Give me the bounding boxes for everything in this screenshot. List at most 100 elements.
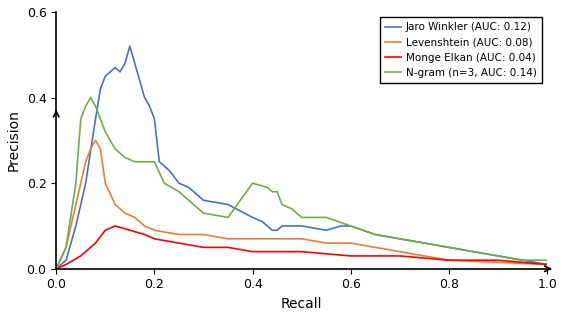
Levenshtein (AUC: 0.08): (0.07, 0.28): 0.08): (0.07, 0.28) bbox=[87, 147, 94, 151]
Levenshtein (AUC: 0.08): (0.18, 0.1): 0.08): (0.18, 0.1) bbox=[141, 224, 148, 228]
N-gram (n=3, AUC: 0.14): (0.46, 0.15): 0.14): (0.46, 0.15) bbox=[279, 203, 285, 206]
Jaro Winkler (AUC: 0.12): (0.06, 0.2): 0.12): (0.06, 0.2) bbox=[82, 181, 89, 185]
Monge Elkan (AUC: 0.04): (0.9, 0.02): 0.04): (0.9, 0.02) bbox=[495, 258, 501, 262]
Levenshtein (AUC: 0.08): (0.08, 0.3): 0.08): (0.08, 0.3) bbox=[92, 138, 99, 142]
N-gram (n=3, AUC: 0.14): (0.04, 0.2): 0.14): (0.04, 0.2) bbox=[73, 181, 80, 185]
Jaro Winkler (AUC: 0.12): (0.85, 0.04): 0.12): (0.85, 0.04) bbox=[470, 250, 477, 253]
N-gram (n=3, AUC: 0.14): (0, 0): 0.14): (0, 0) bbox=[53, 267, 60, 271]
Monge Elkan (AUC: 0.04): (0.35, 0.05): 0.04): (0.35, 0.05) bbox=[224, 245, 231, 249]
Monge Elkan (AUC: 0.04): (0.15, 0.09): 0.04): (0.15, 0.09) bbox=[126, 228, 133, 232]
Monge Elkan (AUC: 0.04): (0, 0): 0.04): (0, 0) bbox=[53, 267, 60, 271]
N-gram (n=3, AUC: 0.14): (0.2, 0.25): 0.14): (0.2, 0.25) bbox=[151, 160, 158, 164]
Monge Elkan (AUC: 0.04): (0.6, 0.03): 0.04): (0.6, 0.03) bbox=[347, 254, 354, 258]
Jaro Winkler (AUC: 0.12): (0.6, 0.1): 0.12): (0.6, 0.1) bbox=[347, 224, 354, 228]
N-gram (n=3, AUC: 0.14): (0.43, 0.19): 0.14): (0.43, 0.19) bbox=[264, 185, 271, 189]
Jaro Winkler (AUC: 0.12): (1, 0.01): 0.12): (1, 0.01) bbox=[544, 263, 550, 266]
Jaro Winkler (AUC: 0.12): (0.3, 0.16): 0.12): (0.3, 0.16) bbox=[200, 198, 207, 202]
Monge Elkan (AUC: 0.04): (0.8, 0.02): 0.04): (0.8, 0.02) bbox=[446, 258, 452, 262]
Levenshtein (AUC: 0.08): (0.2, 0.09): 0.08): (0.2, 0.09) bbox=[151, 228, 158, 232]
Line: Levenshtein (AUC: 0.08): Levenshtein (AUC: 0.08) bbox=[56, 140, 547, 269]
N-gram (n=3, AUC: 0.14): (0.35, 0.12): 0.14): (0.35, 0.12) bbox=[224, 216, 231, 219]
Jaro Winkler (AUC: 0.12): (0.46, 0.1): 0.12): (0.46, 0.1) bbox=[279, 224, 285, 228]
Jaro Winkler (AUC: 0.12): (0.16, 0.48): 0.12): (0.16, 0.48) bbox=[131, 61, 138, 65]
N-gram (n=3, AUC: 0.14): (1, 0.02): 0.14): (1, 0.02) bbox=[544, 258, 550, 262]
Monge Elkan (AUC: 0.04): (0.3, 0.05): 0.04): (0.3, 0.05) bbox=[200, 245, 207, 249]
Jaro Winkler (AUC: 0.12): (0.48, 0.1): 0.12): (0.48, 0.1) bbox=[288, 224, 295, 228]
N-gram (n=3, AUC: 0.14): (0.02, 0.05): 0.14): (0.02, 0.05) bbox=[63, 245, 69, 249]
Jaro Winkler (AUC: 0.12): (0.02, 0.02): 0.12): (0.02, 0.02) bbox=[63, 258, 69, 262]
N-gram (n=3, AUC: 0.14): (0.28, 0.15): 0.14): (0.28, 0.15) bbox=[190, 203, 197, 206]
Jaro Winkler (AUC: 0.12): (0.21, 0.25): 0.12): (0.21, 0.25) bbox=[156, 160, 162, 164]
Monge Elkan (AUC: 0.04): (0.2, 0.07): 0.04): (0.2, 0.07) bbox=[151, 237, 158, 241]
Levenshtein (AUC: 0.08): (0.5, 0.07): 0.08): (0.5, 0.07) bbox=[298, 237, 305, 241]
Levenshtein (AUC: 0.08): (0.06, 0.25): 0.08): (0.06, 0.25) bbox=[82, 160, 89, 164]
Jaro Winkler (AUC: 0.12): (0.22, 0.24): 0.12): (0.22, 0.24) bbox=[161, 164, 168, 168]
Jaro Winkler (AUC: 0.12): (0.18, 0.4): 0.12): (0.18, 0.4) bbox=[141, 96, 148, 100]
Levenshtein (AUC: 0.08): (0.16, 0.12): 0.08): (0.16, 0.12) bbox=[131, 216, 138, 219]
Jaro Winkler (AUC: 0.12): (0.44, 0.09): 0.12): (0.44, 0.09) bbox=[269, 228, 276, 232]
Jaro Winkler (AUC: 0.12): (0.45, 0.09): 0.12): (0.45, 0.09) bbox=[274, 228, 280, 232]
Jaro Winkler (AUC: 0.12): (0.5, 0.1): 0.12): (0.5, 0.1) bbox=[298, 224, 305, 228]
Jaro Winkler (AUC: 0.12): (0.43, 0.1): 0.12): (0.43, 0.1) bbox=[264, 224, 271, 228]
Monge Elkan (AUC: 0.04): (0.05, 0.03): 0.04): (0.05, 0.03) bbox=[77, 254, 84, 258]
Levenshtein (AUC: 0.08): (0.45, 0.07): 0.08): (0.45, 0.07) bbox=[274, 237, 280, 241]
N-gram (n=3, AUC: 0.14): (0.16, 0.25): 0.14): (0.16, 0.25) bbox=[131, 160, 138, 164]
Levenshtein (AUC: 0.08): (0.02, 0.05): 0.08): (0.02, 0.05) bbox=[63, 245, 69, 249]
Levenshtein (AUC: 0.08): (0.35, 0.07): 0.08): (0.35, 0.07) bbox=[224, 237, 231, 241]
Line: Monge Elkan (AUC: 0.04): Monge Elkan (AUC: 0.04) bbox=[56, 226, 547, 269]
N-gram (n=3, AUC: 0.14): (0.08, 0.38): 0.14): (0.08, 0.38) bbox=[92, 104, 99, 108]
Levenshtein (AUC: 0.08): (0.14, 0.13): 0.08): (0.14, 0.13) bbox=[122, 211, 129, 215]
N-gram (n=3, AUC: 0.14): (0.45, 0.18): 0.14): (0.45, 0.18) bbox=[274, 190, 280, 194]
N-gram (n=3, AUC: 0.14): (0.18, 0.25): 0.14): (0.18, 0.25) bbox=[141, 160, 148, 164]
Jaro Winkler (AUC: 0.12): (0.14, 0.48): 0.12): (0.14, 0.48) bbox=[122, 61, 129, 65]
N-gram (n=3, AUC: 0.14): (0.4, 0.2): 0.14): (0.4, 0.2) bbox=[249, 181, 256, 185]
N-gram (n=3, AUC: 0.14): (0.05, 0.35): 0.14): (0.05, 0.35) bbox=[77, 117, 84, 121]
N-gram (n=3, AUC: 0.14): (0.48, 0.14): 0.14): (0.48, 0.14) bbox=[288, 207, 295, 211]
Jaro Winkler (AUC: 0.12): (0.42, 0.11): 0.12): (0.42, 0.11) bbox=[259, 220, 266, 224]
N-gram (n=3, AUC: 0.14): (0.22, 0.2): 0.14): (0.22, 0.2) bbox=[161, 181, 168, 185]
Jaro Winkler (AUC: 0.12): (0.55, 0.09): 0.12): (0.55, 0.09) bbox=[323, 228, 329, 232]
Monge Elkan (AUC: 0.04): (0.08, 0.06): 0.04): (0.08, 0.06) bbox=[92, 241, 99, 245]
Jaro Winkler (AUC: 0.12): (0.11, 0.46): 0.12): (0.11, 0.46) bbox=[107, 70, 113, 74]
N-gram (n=3, AUC: 0.14): (0.9, 0.03): 0.14): (0.9, 0.03) bbox=[495, 254, 501, 258]
Jaro Winkler (AUC: 0.12): (0.4, 0.12): 0.12): (0.4, 0.12) bbox=[249, 216, 256, 219]
Monge Elkan (AUC: 0.04): (0.4, 0.04): 0.04): (0.4, 0.04) bbox=[249, 250, 256, 253]
Jaro Winkler (AUC: 0.12): (0.12, 0.47): 0.12): (0.12, 0.47) bbox=[112, 66, 118, 70]
Y-axis label: Precision: Precision bbox=[7, 109, 21, 171]
N-gram (n=3, AUC: 0.14): (0.1, 0.32): 0.14): (0.1, 0.32) bbox=[102, 130, 109, 134]
Levenshtein (AUC: 0.08): (0.75, 0.03): 0.08): (0.75, 0.03) bbox=[421, 254, 428, 258]
Jaro Winkler (AUC: 0.12): (0.35, 0.15): 0.12): (0.35, 0.15) bbox=[224, 203, 231, 206]
Line: Jaro Winkler (AUC: 0.12): Jaro Winkler (AUC: 0.12) bbox=[56, 46, 547, 269]
Jaro Winkler (AUC: 0.12): (0.23, 0.23): 0.12): (0.23, 0.23) bbox=[166, 169, 173, 172]
Levenshtein (AUC: 0.08): (0.55, 0.06): 0.08): (0.55, 0.06) bbox=[323, 241, 329, 245]
Jaro Winkler (AUC: 0.12): (0.1, 0.45): 0.12): (0.1, 0.45) bbox=[102, 74, 109, 78]
N-gram (n=3, AUC: 0.14): (0.3, 0.13): 0.14): (0.3, 0.13) bbox=[200, 211, 207, 215]
Jaro Winkler (AUC: 0.12): (0.65, 0.08): 0.12): (0.65, 0.08) bbox=[372, 233, 378, 237]
N-gram (n=3, AUC: 0.14): (0.85, 0.04): 0.14): (0.85, 0.04) bbox=[470, 250, 477, 253]
N-gram (n=3, AUC: 0.14): (0.6, 0.1): 0.14): (0.6, 0.1) bbox=[347, 224, 354, 228]
Monge Elkan (AUC: 0.04): (0.7, 0.03): 0.04): (0.7, 0.03) bbox=[396, 254, 403, 258]
N-gram (n=3, AUC: 0.14): (0.55, 0.12): 0.14): (0.55, 0.12) bbox=[323, 216, 329, 219]
Jaro Winkler (AUC: 0.12): (0.7, 0.07): 0.12): (0.7, 0.07) bbox=[396, 237, 403, 241]
Jaro Winkler (AUC: 0.12): (0.09, 0.42): 0.12): (0.09, 0.42) bbox=[97, 87, 104, 91]
Levenshtein (AUC: 0.08): (1, 0.01): 0.08): (1, 0.01) bbox=[544, 263, 550, 266]
Levenshtein (AUC: 0.08): (0.8, 0.02): 0.08): (0.8, 0.02) bbox=[446, 258, 452, 262]
Monge Elkan (AUC: 0.04): (0.5, 0.04): 0.04): (0.5, 0.04) bbox=[298, 250, 305, 253]
Jaro Winkler (AUC: 0.12): (0.8, 0.05): 0.12): (0.8, 0.05) bbox=[446, 245, 452, 249]
Jaro Winkler (AUC: 0.12): (0.13, 0.46): 0.12): (0.13, 0.46) bbox=[117, 70, 124, 74]
N-gram (n=3, AUC: 0.14): (0.8, 0.05): 0.14): (0.8, 0.05) bbox=[446, 245, 452, 249]
Levenshtein (AUC: 0.08): (0.7, 0.04): 0.08): (0.7, 0.04) bbox=[396, 250, 403, 253]
N-gram (n=3, AUC: 0.14): (0.44, 0.18): 0.14): (0.44, 0.18) bbox=[269, 190, 276, 194]
Jaro Winkler (AUC: 0.12): (0.2, 0.35): 0.12): (0.2, 0.35) bbox=[151, 117, 158, 121]
Jaro Winkler (AUC: 0.12): (0.58, 0.1): 0.12): (0.58, 0.1) bbox=[338, 224, 345, 228]
Jaro Winkler (AUC: 0.12): (0.08, 0.35): 0.12): (0.08, 0.35) bbox=[92, 117, 99, 121]
N-gram (n=3, AUC: 0.14): (0.14, 0.26): 0.14): (0.14, 0.26) bbox=[122, 156, 129, 159]
Monge Elkan (AUC: 0.04): (0.25, 0.06): 0.04): (0.25, 0.06) bbox=[175, 241, 182, 245]
N-gram (n=3, AUC: 0.14): (0.65, 0.08): 0.14): (0.65, 0.08) bbox=[372, 233, 378, 237]
Jaro Winkler (AUC: 0.12): (0.17, 0.44): 0.12): (0.17, 0.44) bbox=[136, 79, 143, 82]
Jaro Winkler (AUC: 0.12): (0.19, 0.38): 0.12): (0.19, 0.38) bbox=[146, 104, 153, 108]
Jaro Winkler (AUC: 0.12): (0.95, 0.02): 0.12): (0.95, 0.02) bbox=[519, 258, 526, 262]
Jaro Winkler (AUC: 0.12): (0.27, 0.19): 0.12): (0.27, 0.19) bbox=[186, 185, 192, 189]
Levenshtein (AUC: 0.08): (0.4, 0.07): 0.08): (0.4, 0.07) bbox=[249, 237, 256, 241]
Line: N-gram (n=3, AUC: 0.14): N-gram (n=3, AUC: 0.14) bbox=[56, 98, 547, 269]
